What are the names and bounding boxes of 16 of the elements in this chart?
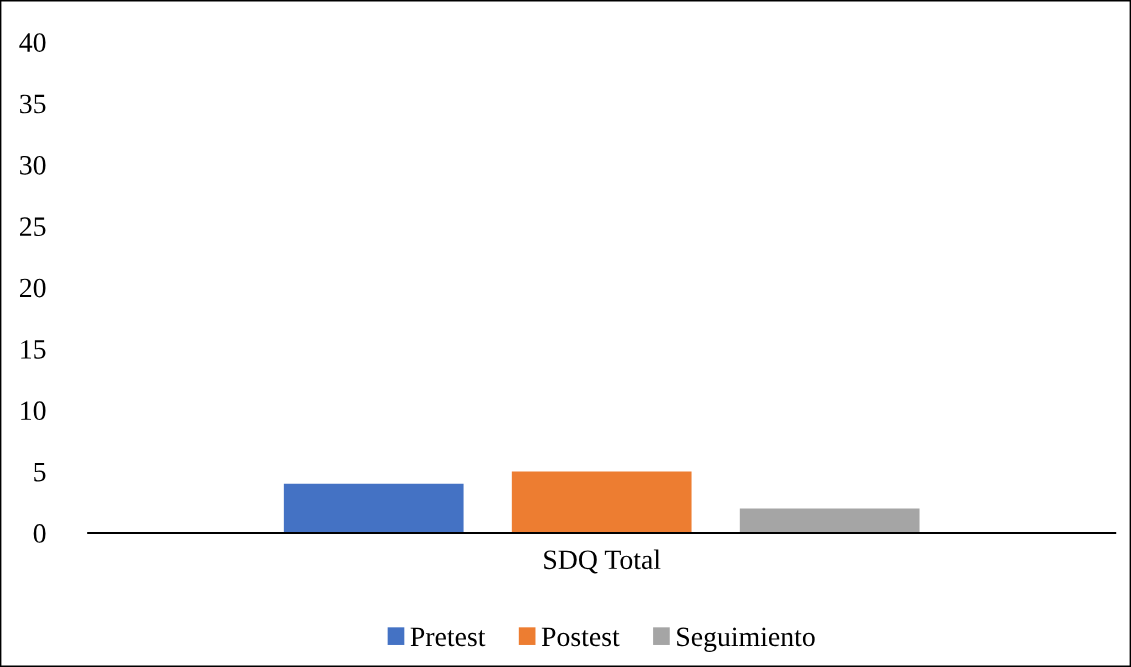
y-tick-label: 20 <box>19 278 46 298</box>
y-tick-label: 0 <box>33 524 46 543</box>
y-tick-label: 35 <box>20 94 46 114</box>
y-tick-label: 5 <box>34 463 46 482</box>
bar <box>283 483 464 533</box>
y-tick-label: 25 <box>19 217 46 237</box>
legend-label: Pretest <box>410 627 486 647</box>
legend-label: Seguimiento <box>677 627 815 652</box>
y-tick-label: 30 <box>20 155 46 175</box>
y-tick-label: 15 <box>21 340 46 359</box>
bar <box>739 508 920 533</box>
y-tick-label: 10 <box>21 401 46 421</box>
legend-label: Postest <box>541 627 620 647</box>
x-tick-label: SDQ Total <box>544 549 661 574</box>
bar <box>511 471 692 533</box>
y-tick-label: 40 <box>19 33 46 52</box>
